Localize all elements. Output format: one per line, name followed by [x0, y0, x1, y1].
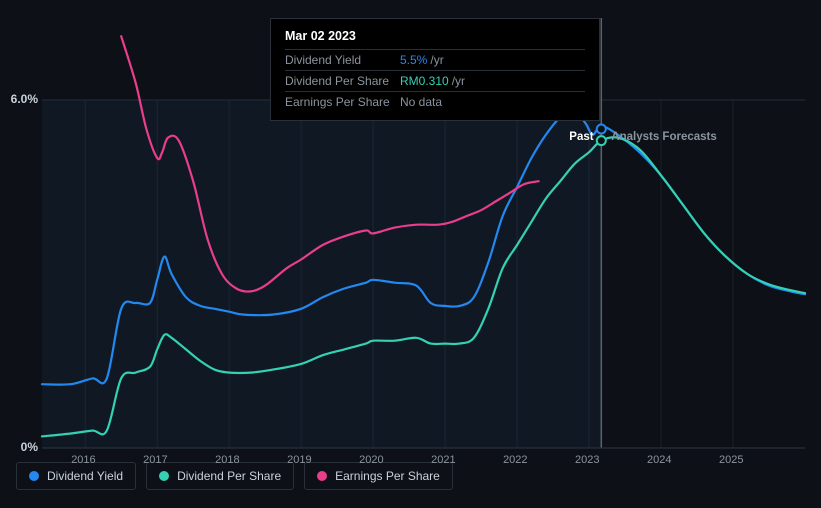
tooltip-rows: Dividend Yield5.5%/yrDividend Per ShareR…	[285, 49, 585, 112]
x-axis-tick: 2025	[719, 454, 743, 466]
y-axis-tick: 6.0%	[2, 92, 38, 106]
x-axis-tick: 2021	[431, 454, 455, 466]
tooltip-row: Dividend Yield5.5%/yr	[285, 49, 585, 70]
x-axis-tick: 2016	[71, 454, 95, 466]
dividend-chart: Mar 02 2023 Dividend Yield5.5%/yrDividen…	[0, 0, 821, 508]
chart-legend: Dividend Yield Dividend Per Share Earnings…	[16, 462, 453, 490]
chart-tooltip: Mar 02 2023 Dividend Yield5.5%/yrDividen…	[270, 18, 600, 121]
past-label: Past	[569, 131, 593, 143]
tooltip-row-value: No data	[400, 95, 442, 109]
tooltip-row-label: Dividend Per Share	[285, 74, 400, 88]
tooltip-row-label: Dividend Yield	[285, 53, 400, 67]
x-axis-tick: 2018	[215, 454, 239, 466]
tooltip-row: Earnings Per ShareNo data	[285, 91, 585, 112]
legend-dot-icon	[29, 471, 39, 481]
x-axis-tick: 2023	[575, 454, 599, 466]
x-axis-tick: 2020	[359, 454, 383, 466]
legend-label: Dividend Yield	[47, 469, 123, 483]
x-axis-tick: 2017	[143, 454, 167, 466]
tooltip-row-suffix: /yr	[452, 74, 465, 88]
y-axis-tick: 0%	[2, 440, 38, 454]
legend-item[interactable]: Dividend Per Share	[146, 462, 294, 490]
legend-dot-icon	[317, 471, 327, 481]
legend-item[interactable]: Earnings Per Share	[304, 462, 453, 490]
x-axis-tick: 2022	[503, 454, 527, 466]
tooltip-row: Dividend Per ShareRM0.310/yr	[285, 70, 585, 91]
tooltip-row-value: RM0.310/yr	[400, 74, 465, 88]
tooltip-row-value: 5.5%/yr	[400, 53, 444, 67]
legend-dot-icon	[159, 471, 169, 481]
x-axis-tick: 2024	[647, 454, 671, 466]
tooltip-row-suffix: /yr	[430, 53, 443, 67]
legend-label: Dividend Per Share	[177, 469, 281, 483]
forecast-label: Analysts Forecasts	[611, 131, 716, 143]
legend-label: Earnings Per Share	[335, 469, 440, 483]
tooltip-row-label: Earnings Per Share	[285, 95, 400, 109]
legend-item[interactable]: Dividend Yield	[16, 462, 136, 490]
x-axis-tick: 2019	[287, 454, 311, 466]
tooltip-date: Mar 02 2023	[285, 29, 585, 49]
